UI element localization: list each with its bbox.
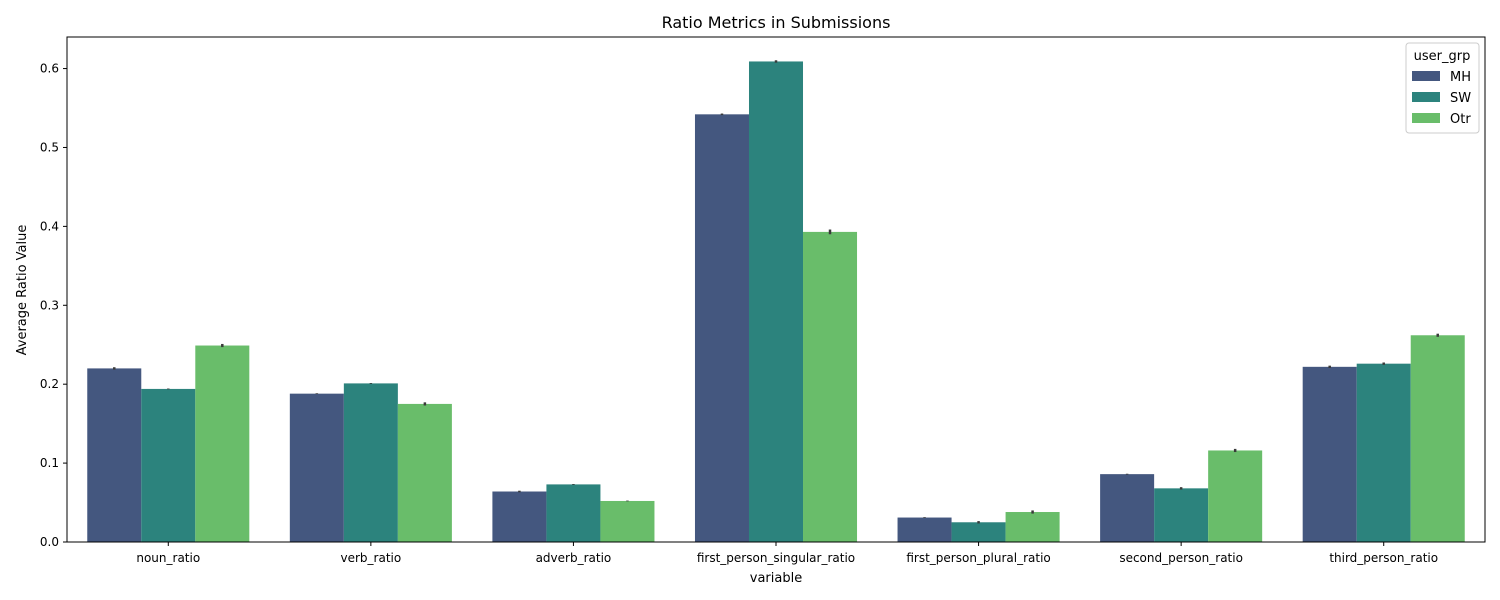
y-tick-label: 0.4 — [40, 219, 59, 233]
bar-MH-first_person_singular_ratio — [694, 114, 749, 542]
bar-Otr-first_person_plural_ratio — [1005, 512, 1060, 542]
y-tick-label: 0.5 — [40, 140, 59, 154]
bar-Otr-second_person_ratio — [1208, 450, 1263, 542]
x-tick-label: first_person_singular_ratio — [697, 551, 855, 565]
bar-Otr-first_person_singular_ratio — [803, 231, 858, 542]
bar-MH-noun_ratio — [87, 368, 142, 542]
bars-layer — [87, 61, 1465, 542]
y-tick-label: 0.2 — [40, 377, 59, 391]
legend-title: user_grp — [1414, 49, 1471, 64]
x-tick-label: second_person_ratio — [1119, 551, 1243, 565]
bar-SW-adverb_ratio — [546, 484, 601, 542]
x-tick-label: noun_ratio — [136, 551, 200, 565]
legend-label-Otr: Otr — [1450, 112, 1471, 127]
x-tick-label: first_person_plural_ratio — [906, 551, 1050, 565]
bar-SW-second_person_ratio — [1154, 488, 1209, 542]
x-tick-label: third_person_ratio — [1329, 551, 1438, 565]
legend: user_grp MH SW Otr — [1405, 42, 1480, 134]
bar-MH-first_person_plural_ratio — [897, 517, 952, 542]
bar-Otr-noun_ratio — [195, 345, 250, 542]
x-axis-label: variable — [750, 571, 802, 586]
bar-Otr-adverb_ratio — [600, 500, 655, 542]
x-axis: noun_ratio verb_ratio adverb_ratio first_pe… — [136, 542, 1438, 565]
legend-swatch-Otr — [1412, 113, 1440, 123]
x-tick-label: adverb_ratio — [536, 551, 612, 565]
error-bars-layer — [113, 60, 1439, 524]
bar-MH-third_person_ratio — [1302, 366, 1357, 542]
bar-SW-verb_ratio — [343, 383, 398, 542]
bar-SW-first_person_singular_ratio — [748, 61, 804, 542]
bar-Otr-verb_ratio — [397, 403, 452, 542]
legend-label-MH: MH — [1450, 70, 1471, 85]
y-tick-label: 0.0 — [40, 535, 59, 549]
legend-box — [1405, 42, 1480, 134]
x-tick-label: verb_ratio — [341, 551, 402, 565]
bar-SW-first_person_plural_ratio — [951, 522, 1006, 542]
chart-title: Ratio Metrics in Submissions — [662, 13, 891, 32]
y-axis: 0.0 0.1 0.2 0.3 0.4 0.5 0.6 — [40, 62, 67, 549]
bar-MH-verb_ratio — [289, 393, 344, 542]
y-tick-label: 0.6 — [40, 62, 59, 76]
bar-SW-noun_ratio — [141, 388, 196, 542]
bar-MH-adverb_ratio — [492, 491, 547, 542]
bar-Otr-third_person_ratio — [1410, 335, 1465, 542]
y-tick-label: 0.1 — [40, 456, 59, 470]
bar-SW-third_person_ratio — [1356, 363, 1411, 542]
legend-items: MH SW Otr — [1412, 70, 1471, 127]
y-axis-label: Average Ratio Value — [15, 225, 30, 356]
legend-swatch-SW — [1412, 92, 1440, 102]
y-tick-label: 0.3 — [40, 298, 59, 312]
bar-MH-second_person_ratio — [1100, 474, 1155, 542]
legend-label-SW: SW — [1450, 91, 1471, 106]
legend-swatch-MH — [1412, 71, 1440, 81]
